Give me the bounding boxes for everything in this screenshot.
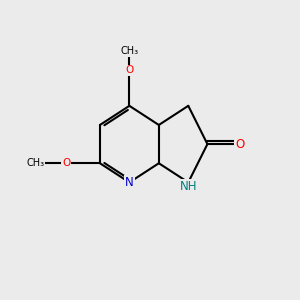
Text: O: O bbox=[125, 65, 134, 76]
Text: NH: NH bbox=[179, 180, 197, 193]
Text: N: N bbox=[125, 176, 134, 189]
Text: CH₃: CH₃ bbox=[26, 158, 44, 168]
Text: O: O bbox=[235, 138, 244, 151]
Text: CH₃: CH₃ bbox=[120, 46, 139, 56]
Text: O: O bbox=[62, 158, 70, 168]
